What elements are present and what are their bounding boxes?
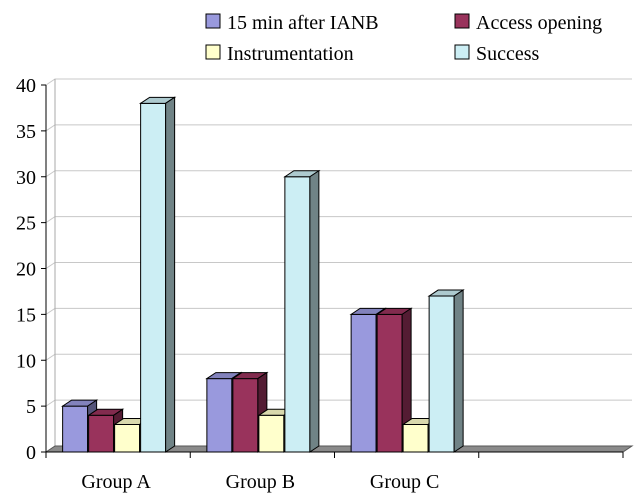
y-tick-label: 0	[26, 442, 36, 464]
bar-front	[284, 176, 311, 453]
legend-item: 15 min after IANB	[205, 12, 379, 34]
bar	[138, 96, 177, 453]
legend-item: Access opening	[454, 12, 602, 34]
axes	[45, 85, 623, 453]
bar	[205, 371, 243, 453]
gridline	[45, 78, 632, 86]
bar	[283, 169, 321, 453]
bar-front	[140, 102, 167, 453]
bar-front	[114, 423, 141, 453]
legend-swatch	[205, 44, 221, 60]
legend-swatch	[454, 44, 470, 60]
legend-swatch	[454, 13, 470, 29]
x-tick-label: Group C	[370, 471, 439, 493]
gridline	[45, 353, 632, 361]
bar-front	[428, 295, 455, 453]
x-tick-label: Group A	[81, 471, 151, 493]
bar	[375, 307, 413, 453]
bar-front	[62, 405, 89, 453]
legend-swatch	[205, 13, 221, 29]
legend-item: Instrumentation	[205, 43, 354, 65]
gridline	[45, 170, 632, 178]
y-tick-label: 15	[16, 304, 36, 326]
bar-front	[258, 414, 285, 453]
x-tick-label: Group B	[226, 471, 295, 493]
bar-front	[376, 313, 403, 453]
bar-series	[60, 96, 465, 453]
bar	[60, 399, 99, 453]
gridline	[45, 307, 632, 315]
x-axis-tick-labels: Group A Group B Group C	[45, 452, 624, 493]
legend-label: 15 min after IANB	[227, 12, 379, 34]
bar-front	[206, 378, 233, 453]
legend-item: Success	[454, 43, 540, 65]
y-tick-label: 20	[16, 259, 36, 281]
y-tick-label: 5	[26, 396, 36, 418]
legend-label: Success	[476, 43, 540, 65]
gridline	[45, 216, 632, 224]
y-tick-label: 35	[16, 121, 36, 143]
gridlines	[45, 78, 632, 407]
y-tick-label: 40	[16, 75, 36, 97]
y-tick-label: 25	[16, 213, 36, 235]
gridline	[45, 399, 632, 407]
bar-front	[232, 378, 259, 453]
gridline	[45, 124, 632, 132]
legend-label: Instrumentation	[227, 43, 354, 65]
bar-side	[165, 96, 176, 453]
gridline	[45, 262, 632, 269]
y-tick-label: 30	[16, 167, 36, 189]
legend-label: Access opening	[476, 12, 602, 34]
chart-walls	[44, 79, 634, 453]
bar-front	[402, 423, 429, 453]
bar-front	[88, 414, 115, 453]
bar	[427, 289, 465, 453]
legend: 15 min after IANB Access opening Instrumen…	[205, 12, 602, 65]
y-tick-label: 10	[16, 350, 36, 372]
y-axis-tick-labels: 0 5 10 15 20 25 30 35 40	[16, 75, 46, 464]
bar-front	[350, 313, 377, 453]
bar-side	[309, 169, 320, 453]
bar-side	[453, 289, 464, 453]
